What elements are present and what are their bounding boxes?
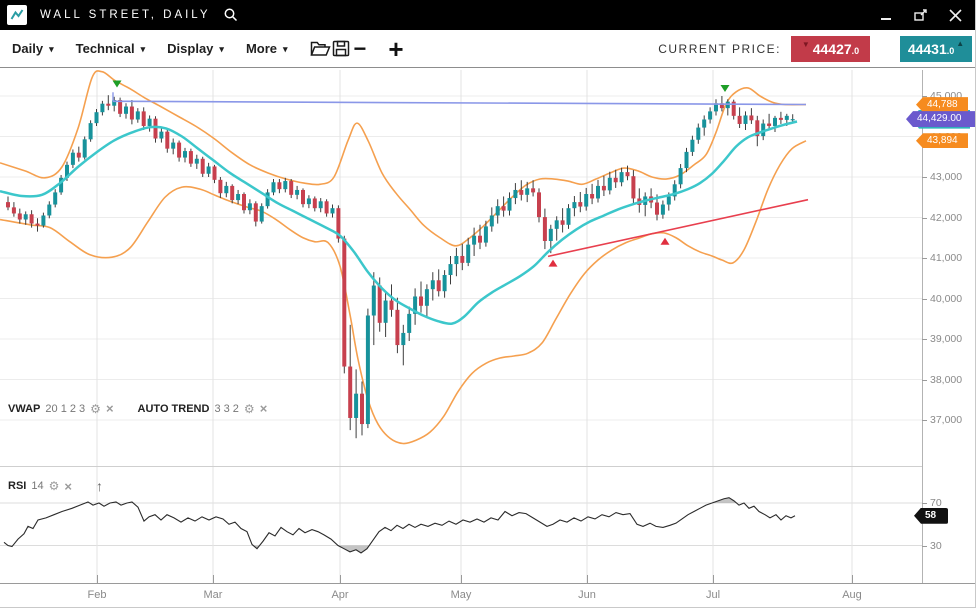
- plus-icon: +: [388, 33, 404, 64]
- month-tick: [461, 575, 462, 583]
- window-title: WALL STREET, DAILY: [40, 9, 211, 21]
- price-axis-tick: [922, 298, 927, 300]
- window-controls: [878, 6, 964, 24]
- menu-technical-label: Technical: [75, 41, 135, 56]
- chevron-down-icon: ▾: [283, 44, 288, 54]
- price-axis-label: 38,000: [930, 373, 963, 386]
- month-label: Mar: [203, 589, 223, 601]
- sell-price-button[interactable]: ▼ 44427 .0: [791, 35, 870, 62]
- rsi-axis-label: 70: [930, 497, 942, 509]
- month-label: Apr: [331, 589, 349, 601]
- buy-price-decimal: .0: [946, 45, 955, 56]
- rsi-indicator-name: RSI: [8, 480, 27, 492]
- month-label: Jun: [578, 589, 596, 601]
- sell-price-decimal: .0: [851, 45, 860, 56]
- price-axis-tick: [922, 339, 927, 340]
- rsi-axis-label: 30: [930, 539, 942, 552]
- month-tick: [713, 575, 714, 583]
- band-price-tag: 43,894: [916, 133, 968, 149]
- month-label: Aug: [842, 589, 862, 601]
- overlay-indicator-row: VWAP 20 1 2 3 ⚙ × AUTO TREND 3 3 2 ⚙ ×: [8, 401, 267, 416]
- price-axis-tick: [922, 217, 927, 219]
- autotrend-indicator-params: 3 3 2: [214, 402, 239, 415]
- menu-daily[interactable]: Daily ▾: [12, 41, 54, 56]
- price-axis-label: 41,000: [930, 252, 963, 264]
- rsi-indicator-row: RSI 14 ⚙ × ↑: [8, 478, 103, 494]
- rsi-collapse-arrow-icon[interactable]: ↑: [95, 478, 103, 494]
- price-axis-tick: [922, 420, 927, 421]
- sell-price-value: 44427: [812, 40, 852, 57]
- month-tick: [340, 575, 341, 583]
- rsi-axis-tick: [922, 503, 927, 504]
- chevron-down-icon: ▾: [49, 44, 54, 54]
- rsi-remove-icon[interactable]: ×: [64, 478, 72, 494]
- month-label: Feb: [87, 589, 107, 601]
- month-tick: [97, 575, 98, 583]
- rsi-indicator-params: 14: [31, 480, 44, 492]
- menu-more-label: More: [245, 41, 277, 56]
- price-down-arrow-icon: ▼: [801, 40, 810, 49]
- zoom-out-button[interactable]: −: [353, 35, 367, 61]
- menu-technical[interactable]: Technical ▾: [76, 41, 146, 56]
- menu-daily-label: Daily: [12, 41, 44, 56]
- chart-toolbar: Daily ▾ Technical ▾ Display ▾ More ▾ − +…: [0, 30, 975, 68]
- buy-price-value: 44431: [907, 40, 947, 57]
- vwap-indicator-name: VWAP: [8, 402, 41, 415]
- current-price-tag: 44,429.00: [906, 111, 975, 128]
- price-axis-tick: [922, 177, 927, 178]
- month-label: Jul: [705, 589, 721, 601]
- month-tick: [852, 575, 853, 583]
- price-axis-label: 43,000: [930, 171, 963, 183]
- price-axis-line: [922, 70, 923, 583]
- app-logo-icon: [7, 5, 27, 25]
- time-axis-line: [0, 583, 975, 584]
- price-axis-tick: [922, 379, 927, 381]
- minus-icon: −: [353, 35, 367, 61]
- zoom-in-button[interactable]: +: [388, 33, 404, 64]
- menu-display-label: Display: [167, 41, 214, 56]
- month-label: May: [450, 589, 472, 601]
- rsi-axis-tick: [922, 545, 927, 547]
- vwap-settings-gear-icon[interactable]: ⚙: [90, 401, 101, 416]
- popout-button[interactable]: [912, 6, 930, 24]
- close-button[interactable]: [946, 6, 964, 24]
- title-bar: WALL STREET, DAILY: [0, 0, 975, 30]
- vwap-remove-icon[interactable]: ×: [105, 401, 114, 416]
- main-price-chart[interactable]: [0, 70, 922, 467]
- current-price-label: CURRENT PRICE:: [658, 41, 781, 56]
- price-axis-label: 42,000: [930, 211, 963, 224]
- minimize-button[interactable]: [878, 6, 896, 24]
- month-tick: [587, 575, 588, 583]
- vwap-indicator-params: 20 1 2 3: [45, 402, 86, 415]
- price-axis-label: 39,000: [930, 333, 963, 345]
- rsi-indicator-chart[interactable]: [0, 467, 922, 583]
- month-tick: [213, 575, 214, 583]
- chevron-down-icon: ▾: [219, 44, 224, 54]
- price-up-arrow-icon: ▲: [956, 39, 965, 48]
- autotrend-settings-gear-icon[interactable]: ⚙: [243, 401, 255, 416]
- menu-more[interactable]: More ▾: [246, 41, 288, 56]
- autotrend-remove-icon[interactable]: ×: [259, 401, 268, 416]
- autotrend-indicator-name: AUTO TREND: [137, 402, 210, 415]
- chevron-down-icon: ▾: [140, 44, 146, 54]
- price-axis-tick: [922, 258, 927, 259]
- buy-price-button[interactable]: 44431 .0 ▲: [900, 35, 972, 62]
- rsi-settings-gear-icon[interactable]: ⚙: [48, 479, 60, 493]
- price-axis-label: 37,000: [930, 414, 963, 426]
- price-axis-label: 40,000: [930, 292, 963, 305]
- price-axis-tick: [922, 96, 927, 97]
- menu-display[interactable]: Display ▾: [167, 41, 224, 56]
- band-price-tag: 44,788: [916, 97, 968, 113]
- rsi-value-tag: 58: [914, 507, 948, 524]
